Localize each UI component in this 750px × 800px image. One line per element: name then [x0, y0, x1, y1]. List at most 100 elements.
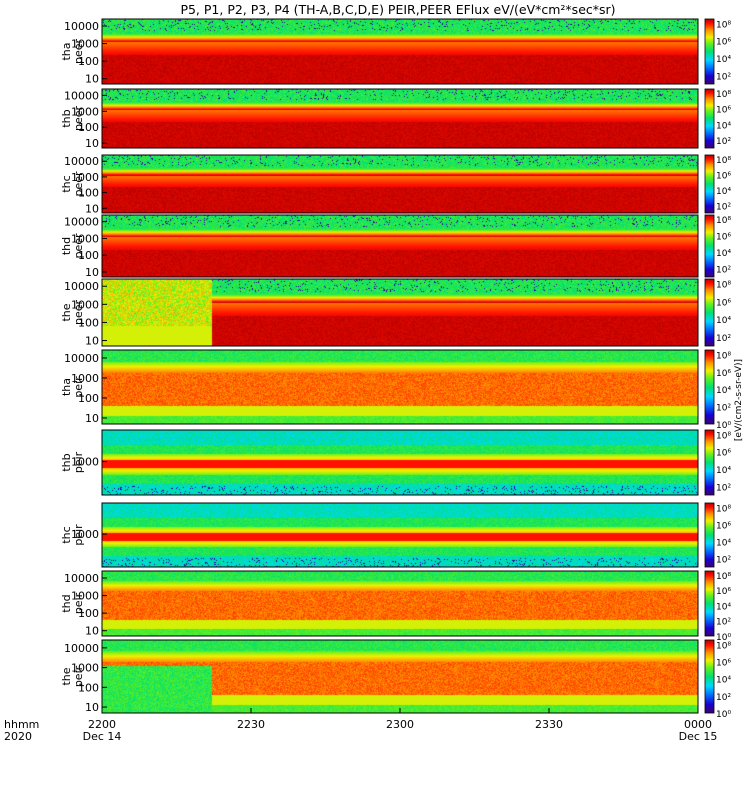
colorbar-tick-label: 10⁸: [716, 572, 731, 582]
colorbar-tick-label: 10⁶: [716, 658, 731, 668]
colorbar: [704, 214, 715, 278]
x-date-label: Dec 15: [679, 730, 718, 743]
colorbar-tick-label: 10²: [716, 202, 731, 212]
spectrogram-image: [102, 350, 698, 424]
colorbar-tick-label: 10⁸: [716, 504, 731, 514]
colorbar-tick-label: 10⁴: [716, 386, 731, 396]
y-tick-label: 10: [85, 625, 99, 638]
colorbar-tick-label: 10⁸: [716, 216, 731, 226]
colorbar-tick-label: 10⁶: [716, 171, 731, 181]
panel-probe-label: tha: [60, 42, 73, 60]
colorbar-tick-label: 10⁶: [716, 233, 731, 243]
y-tick-label: 10: [85, 137, 99, 150]
colorbar: [704, 639, 715, 714]
panel-product-label: peir: [72, 592, 85, 614]
y-tick-label: 10: [85, 266, 99, 279]
panel-probe-label: thc: [60, 175, 73, 192]
panel-product-label: peer: [72, 39, 85, 65]
colorbar-tick-label: 10²: [716, 72, 731, 82]
colorbar-tick-label: 10²: [716, 555, 731, 565]
panel-thc-peer: 10000 1000 100 10 thc peer 10⁸ 10⁶ 10⁴ 10²: [60, 154, 731, 215]
y-tick-label: 100: [78, 55, 99, 68]
panel-product-label: peir: [72, 665, 85, 687]
x-tick-label: 2200: [88, 718, 116, 731]
spectrogram-image: [102, 215, 698, 277]
colorbar-tick-label: 10⁸: [716, 641, 731, 651]
colorbar-tick-label: 10⁴: [716, 121, 731, 131]
y-tick-label: 1000: [71, 590, 99, 603]
panel-the-peer: 10000 1000 100 10 the peer 10⁸ 10⁶ 10⁴ 10²: [60, 278, 731, 348]
panel-product-label: peer: [72, 233, 85, 259]
colorbar-tick-label: 10⁸: [716, 156, 731, 166]
panel-product-label: peir: [72, 524, 85, 546]
panel-frame: [101, 429, 699, 496]
colorbar-tick-label: 10⁴: [716, 602, 731, 612]
y-tick-label: 1000: [71, 456, 99, 469]
y-tick-label: 100: [78, 607, 99, 620]
panel-probe-label: thd: [60, 237, 73, 255]
colorbar-tick-label: 10⁶: [716, 587, 731, 597]
colorbar-tick-label: 10⁶: [716, 298, 731, 308]
y-tick-label: 10: [85, 202, 99, 215]
y-tick-label: 10000: [64, 216, 99, 229]
x-tick-label: 2330: [535, 718, 563, 731]
colorbar-tick-label: 10⁴: [716, 187, 731, 197]
x-tick-label: 0000: [684, 718, 712, 731]
y-tick-label: 1000: [71, 298, 99, 311]
panel-probe-label: the: [60, 667, 73, 685]
colorbar-tick-label: 10²: [716, 334, 731, 344]
panel-probe-label: tha: [60, 378, 73, 396]
y-tick-label: 10000: [64, 155, 99, 168]
panel-probe-label: thd: [60, 594, 73, 612]
panel-product-label: peer: [72, 300, 85, 326]
y-tick-label: 1000: [71, 662, 99, 675]
spectrogram-image: [102, 155, 698, 213]
panel-probe-label: thb: [60, 453, 73, 471]
panel-frame: [101, 88, 699, 149]
colorbar: [704, 570, 715, 637]
colorbar-tick-label: 10⁴: [716, 316, 731, 326]
y-tick-label: 100: [78, 121, 99, 134]
panel-the-peir: 10000 1000 100 10 the peir 10⁸ 10⁶ 10⁴ 10² 10⁰: [60, 639, 731, 720]
colorbar-label: [eV/(cm2-s-sr-eV)]: [734, 359, 744, 441]
colorbar: [704, 88, 715, 149]
colorbar: [704, 429, 715, 496]
y-tick-label: 100: [78, 392, 99, 405]
colorbar-tick-label: 10⁶: [716, 38, 731, 48]
colorbar-tick-label: 10⁴: [716, 55, 731, 65]
colorbar-tick-label: 10⁸: [716, 20, 731, 30]
colorbar-tick-label: 10⁰: [716, 710, 731, 720]
colorbar: [704, 18, 715, 85]
spectrogram-image: [102, 279, 698, 346]
y-tick-label: 100: [78, 249, 99, 262]
y-tick-label: 1000: [71, 372, 99, 385]
colorbar-tick-label: 10⁶: [716, 106, 731, 116]
y-tick-label: 10000: [64, 280, 99, 293]
colorbar-tick-label: 10²: [716, 404, 731, 414]
colorbar-tick-label: 10²: [716, 483, 731, 493]
panel-tha-peer: 10000 1000 100 10 tha peer 10⁸ 10⁶ 10⁴ 10²: [60, 18, 731, 86]
panel-frame: [101, 570, 699, 637]
colorbar-tick-label: 10⁸: [716, 351, 731, 361]
spectrogram-image: [102, 89, 698, 148]
panel-thb-peer: 10000 1000 100 10 thb peer 10⁸ 10⁶ 10⁴ 10²: [60, 88, 731, 150]
colorbar-tick-label: 10²: [716, 693, 731, 703]
colorbar-tick-label: 10²: [716, 266, 731, 276]
spectrogram-image: [102, 503, 698, 567]
y-tick-label: 100: [78, 681, 99, 694]
y-tick-label: 10: [85, 335, 99, 348]
y-tick-label: 100: [78, 316, 99, 329]
colorbar-tick-label: 10⁰: [716, 633, 731, 643]
colorbar-tick-label: 10⁶: [716, 369, 731, 379]
panel-probe-label: the: [60, 303, 73, 321]
y-tick-label: 1000: [71, 105, 99, 118]
colorbar: [704, 349, 715, 425]
colorbar-tick-label: 10²: [716, 137, 731, 147]
x-tick-label: 2300: [386, 718, 414, 731]
x-row-label-year: 2020: [4, 730, 32, 743]
panel-frame: [101, 154, 699, 214]
colorbar-tick-label: 10⁴: [716, 676, 731, 686]
colorbar-tick-label: 10²: [716, 618, 731, 628]
